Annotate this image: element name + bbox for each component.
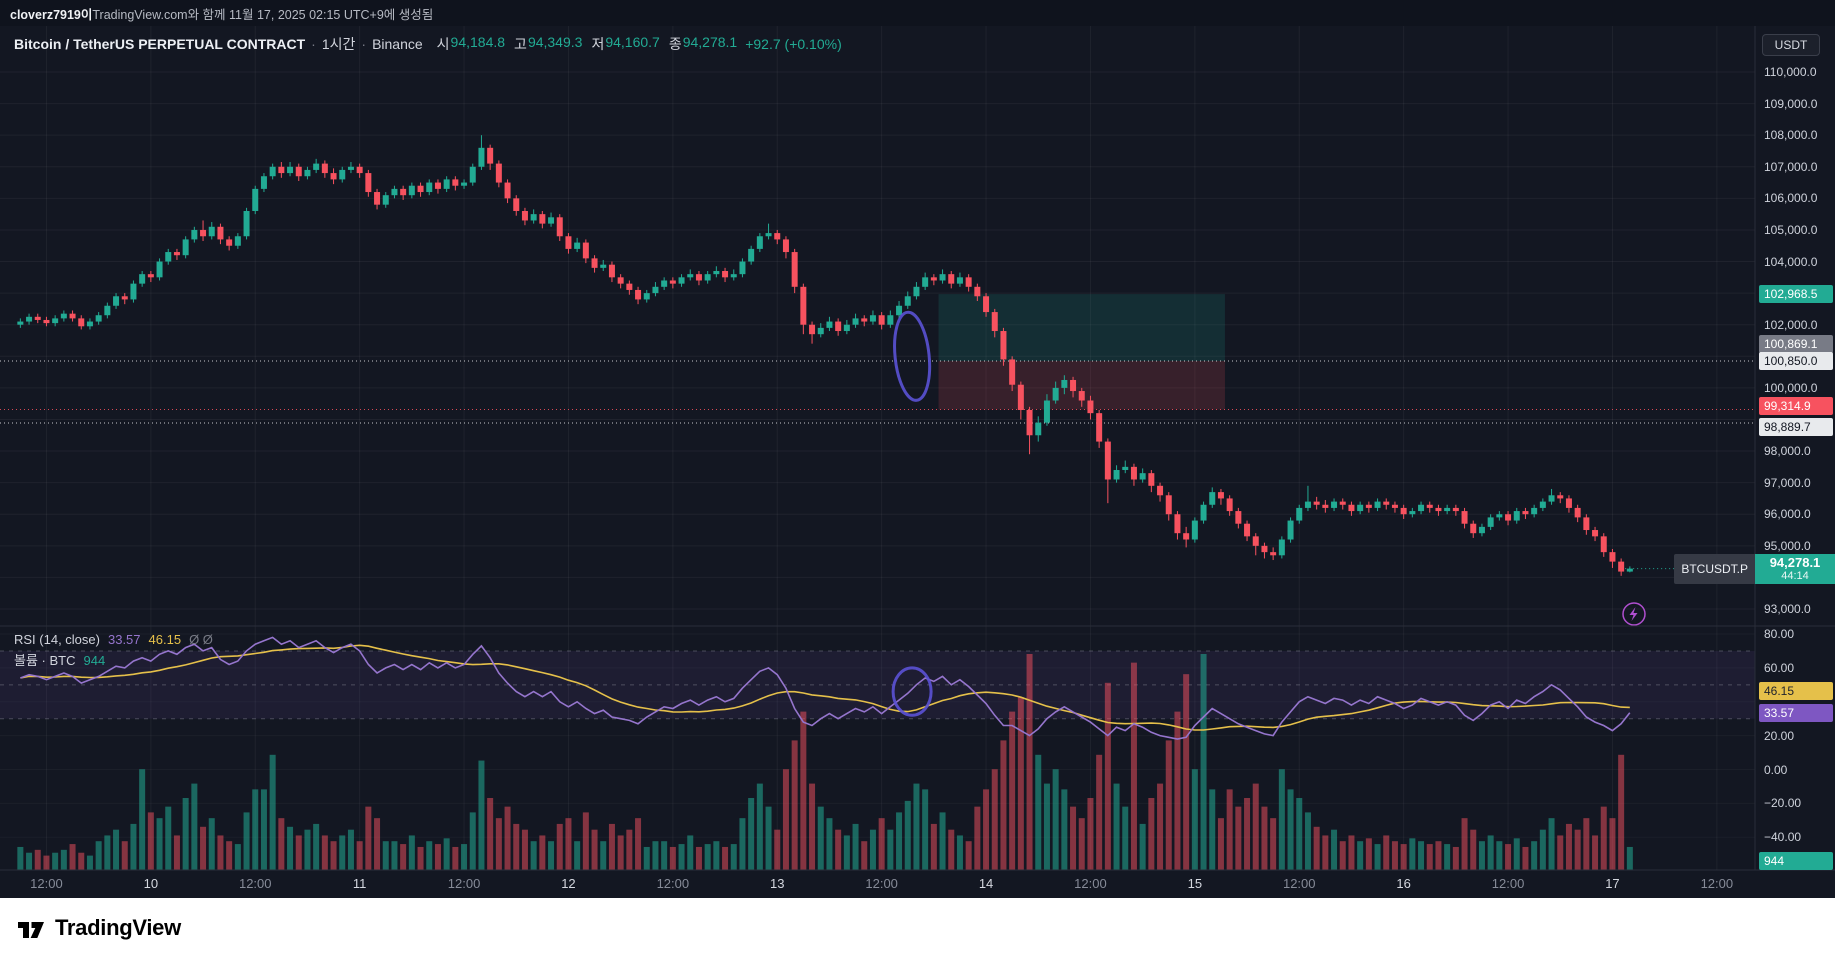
- time-axis-label: 16: [1396, 876, 1411, 891]
- symbol-legend: Bitcoin / TetherUS PERPETUAL CONTRACT · …: [14, 34, 842, 54]
- price-tick-label: 107,000.0: [1764, 159, 1818, 174]
- symbol-chip: BTCUSDT.P: [1674, 553, 1755, 584]
- price-tick-label: 109,000.0: [1764, 96, 1818, 111]
- indicator-tick-label: −40.00: [1764, 830, 1802, 845]
- low-value: 94,160.7: [605, 34, 660, 50]
- time-axis-label: 12:00: [30, 876, 63, 891]
- last-price-label: BTCUSDT.P 94,278.1 44:14: [1674, 553, 1835, 584]
- rsi-ma-line: [20, 644, 1630, 731]
- price-label-chip: 100,850.0: [1759, 352, 1833, 371]
- chart-canvas[interactable]: [0, 26, 1835, 898]
- rsi-title[interactable]: RSI (14, close): [14, 632, 100, 647]
- interval-label[interactable]: 1시간: [321, 36, 356, 52]
- flash-icon[interactable]: [1622, 602, 1646, 626]
- separator-dot: ·: [311, 36, 316, 52]
- price-label-chip: 102,968.5: [1759, 285, 1833, 304]
- separator-dot: ·: [361, 36, 367, 52]
- ohlc-readout: 시 94,184.8 고 94,349.3 저 94,160.7 종 94,278.1: [437, 34, 738, 54]
- long-position-profit-zone[interactable]: [938, 294, 1225, 362]
- rsi-legend: RSI (14, close) 33.57 46.15 Ø Ø: [14, 632, 213, 647]
- currency-toggle-button[interactable]: USDT: [1762, 34, 1820, 56]
- time-axis-label: 17: [1605, 876, 1620, 891]
- bar-countdown: 44:14: [1781, 569, 1809, 582]
- price-label-chip: 98,889.7: [1759, 417, 1833, 436]
- time-axis-label: 12:00: [447, 876, 481, 891]
- high-value: 94,349.3: [527, 34, 583, 50]
- ellipse-drawing[interactable]: [891, 666, 933, 717]
- rsi-band: [0, 650, 1755, 719]
- low-label: 저: [591, 36, 605, 52]
- price-tick-label: 95,000.0: [1764, 538, 1811, 553]
- time-axis-label: 15: [1187, 876, 1203, 891]
- rsi-line: [20, 636, 1631, 740]
- rsi-value: 33.57: [107, 632, 141, 647]
- price-tick-label: 93,000.0: [1764, 602, 1811, 616]
- price-tick-label: 98,000.0: [1764, 444, 1811, 459]
- price-tick-label: 105,000.0: [1764, 222, 1818, 237]
- attribution-bar: cloverz7919이 TradingView.com와 함께 11월 17,…: [0, 0, 1835, 26]
- price-tick-label: 102,000.0: [1764, 317, 1818, 332]
- time-axis-label: 12: [561, 876, 576, 891]
- open-value: 94,184.8: [450, 34, 506, 50]
- close-label: 종: [668, 36, 682, 52]
- price-label-chip: 100,869.1: [1759, 335, 1833, 354]
- rsi-empty-values: Ø Ø: [189, 632, 213, 647]
- rsi-ma-value: 46.15: [148, 632, 182, 647]
- price-tick-label: 97,000.0: [1764, 475, 1811, 490]
- price-tick-label: 106,000.0: [1764, 191, 1818, 206]
- price-tick-label: 108,000.0: [1764, 128, 1818, 143]
- indicator-tick-label: 20.00: [1764, 728, 1795, 743]
- volume-title[interactable]: 볼륨 · BTC: [14, 653, 76, 668]
- last-price-value: 94,278.1: [1769, 554, 1821, 570]
- price-tick-label: 100,000.0: [1764, 380, 1818, 395]
- indicator-label-chip: 46.15: [1759, 682, 1833, 701]
- price-label-chip: 99,314.9: [1759, 396, 1833, 415]
- time-axis-label: 12:00: [1074, 876, 1107, 891]
- indicator-label-chip: 944: [1759, 852, 1833, 870]
- indicator-tick-label: 60.00: [1764, 660, 1795, 675]
- time-axis-label: 12:00: [1700, 876, 1734, 891]
- time-axis-label: 12:00: [1282, 876, 1316, 891]
- chart-area: Bitcoin / TetherUS PERPETUAL CONTRACT · …: [0, 26, 1835, 898]
- indicator-tick-label: 0.00: [1764, 762, 1788, 777]
- change-value: +92.7 (+0.10%): [745, 36, 842, 52]
- tradingview-wordmark[interactable]: TradingView: [55, 915, 181, 940]
- volume-legend: 볼륨 · BTC 944: [14, 650, 105, 669]
- symbol-title[interactable]: Bitcoin / TetherUS PERPETUAL CONTRACT: [14, 36, 306, 52]
- price-tick-label: 110,000.0: [1764, 65, 1817, 79]
- ellipse-drawing[interactable]: [891, 310, 934, 403]
- time-axis-label: 12:00: [238, 876, 272, 891]
- price-tick-label: 104,000.0: [1764, 254, 1818, 269]
- price-tick-label: 96,000.0: [1764, 507, 1811, 522]
- indicator-tick-label: −20.00: [1764, 796, 1802, 811]
- footer: TradingView: [0, 898, 1835, 958]
- exchange-label: Binance: [372, 36, 423, 52]
- close-value: 94,278.1: [682, 34, 738, 50]
- indicator-tick-label: 80.00: [1764, 627, 1795, 641]
- time-axis-label: 12:00: [865, 876, 898, 891]
- attribution-text: TradingView.com와 함께 11월 17, 2025 02:15 U…: [92, 7, 434, 22]
- open-label: 시: [436, 36, 450, 52]
- high-label: 고: [514, 36, 527, 52]
- attribution-user: cloverz7919이: [10, 7, 93, 22]
- time-axis-label: 13: [770, 876, 785, 891]
- time-scale[interactable]: [0, 870, 1835, 898]
- tradingview-logo-icon[interactable]: [16, 913, 46, 943]
- time-axis-label: 14: [978, 876, 994, 891]
- time-axis-label: 12:00: [1491, 876, 1525, 891]
- time-axis-label: 12:00: [656, 876, 690, 891]
- flash-bolt-icon: [1629, 607, 1638, 621]
- indicator-label-chip: 33.57: [1759, 703, 1833, 722]
- last-price-chip: 94,278.1 44:14: [1755, 553, 1835, 584]
- time-axis-label: 10: [143, 876, 159, 891]
- volume-value: 944: [83, 653, 106, 668]
- time-axis-label: 11: [352, 876, 367, 891]
